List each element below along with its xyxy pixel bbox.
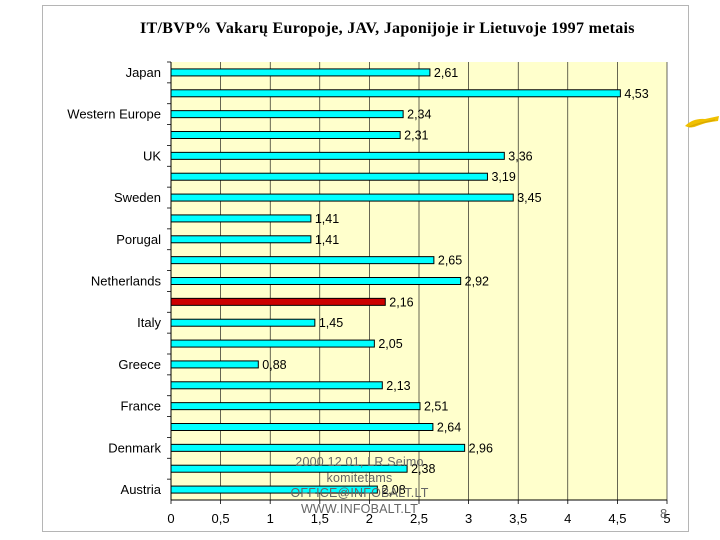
category-label: Western Europe <box>67 107 161 122</box>
x-tick-label: 4,5 <box>608 511 626 526</box>
category-label: Japan <box>126 65 161 80</box>
bar-value-label: 2,96 <box>469 441 493 455</box>
bar <box>170 339 375 348</box>
bar <box>170 151 505 160</box>
bar <box>170 172 488 181</box>
bar <box>170 89 621 98</box>
bar-value-label: 2,61 <box>434 66 458 80</box>
bar-value-label: 2,64 <box>437 421 461 435</box>
category-label: Greece <box>118 357 161 372</box>
bar-value-label: 1,41 <box>315 233 339 247</box>
page-number: 8 <box>660 506 668 521</box>
category-label: Austria <box>121 482 162 497</box>
bar <box>170 131 401 139</box>
category-label: Sweden <box>114 190 161 205</box>
bar <box>170 360 259 369</box>
category-label: Porugal <box>116 232 161 247</box>
bar-value-label: 3,19 <box>491 170 515 184</box>
x-tick-label: 1,5 <box>311 511 329 526</box>
bar <box>170 423 434 431</box>
bar-value-label: 2,16 <box>389 295 413 309</box>
bar <box>170 297 386 306</box>
bar <box>170 381 383 390</box>
bar-value-label: 2,92 <box>465 275 489 289</box>
x-tick-label: 0,5 <box>212 511 230 526</box>
slide-footer: 2000 12 01, LR Seimo komitetams OFFICE@I… <box>272 455 447 517</box>
category-label: Netherlands <box>91 274 162 289</box>
footer-line: komitetams <box>326 470 393 485</box>
bar-value-label: 2,05 <box>378 337 402 351</box>
x-tick-label: 0 <box>167 511 174 526</box>
footer-line: 2000 12 01, LR Seimo <box>295 455 424 469</box>
bar-value-label: 2,08 <box>381 483 405 497</box>
bar <box>170 402 421 411</box>
bar-value-label: 0,88 <box>262 358 286 372</box>
bar-value-label: 2,13 <box>386 379 410 393</box>
bar <box>170 235 312 244</box>
x-tick-label: 2 <box>366 511 373 526</box>
x-tick-label: 1 <box>267 511 274 526</box>
bar-value-label: 2,31 <box>404 129 428 143</box>
footer-line: OFFICE@INFOBALT.LT <box>290 486 429 500</box>
bar-value-label: 2,38 <box>411 462 435 476</box>
x-tick-label: 3,5 <box>509 511 527 526</box>
x-tick-label: 2,5 <box>410 511 428 526</box>
bar-value-label: 1,41 <box>315 212 339 226</box>
bar-value-label: 3,36 <box>508 149 532 163</box>
bar-value-label: 4,53 <box>624 87 648 101</box>
bar <box>170 318 316 327</box>
x-tick-label: 4 <box>564 511 571 526</box>
bar <box>170 68 431 77</box>
category-label: Denmark <box>108 440 161 455</box>
x-tick-label: 3 <box>465 511 472 526</box>
bar-value-label: 2,34 <box>407 108 431 122</box>
bar-value-label: 2,51 <box>424 400 448 414</box>
decorative-brush-icon <box>685 116 719 128</box>
category-label: Italy <box>137 315 161 330</box>
bar <box>170 277 462 285</box>
bar-value-label: 2,65 <box>438 254 462 268</box>
bar <box>170 193 514 202</box>
x-tick-label: 5 <box>663 511 670 526</box>
bar <box>170 256 435 265</box>
footer-line: WWW.INFOBALT.LT <box>300 501 419 516</box>
bar-value-label: 3,45 <box>517 191 541 205</box>
bar <box>170 214 312 223</box>
bar <box>170 110 404 119</box>
chart-title: IT/BVP% Vakarų Europoje, JAV, Japonijoje… <box>140 20 635 37</box>
category-label: UK <box>143 148 161 163</box>
bar <box>170 443 466 452</box>
bar-value-label: 1,45 <box>319 316 343 330</box>
category-label: France <box>121 399 161 414</box>
